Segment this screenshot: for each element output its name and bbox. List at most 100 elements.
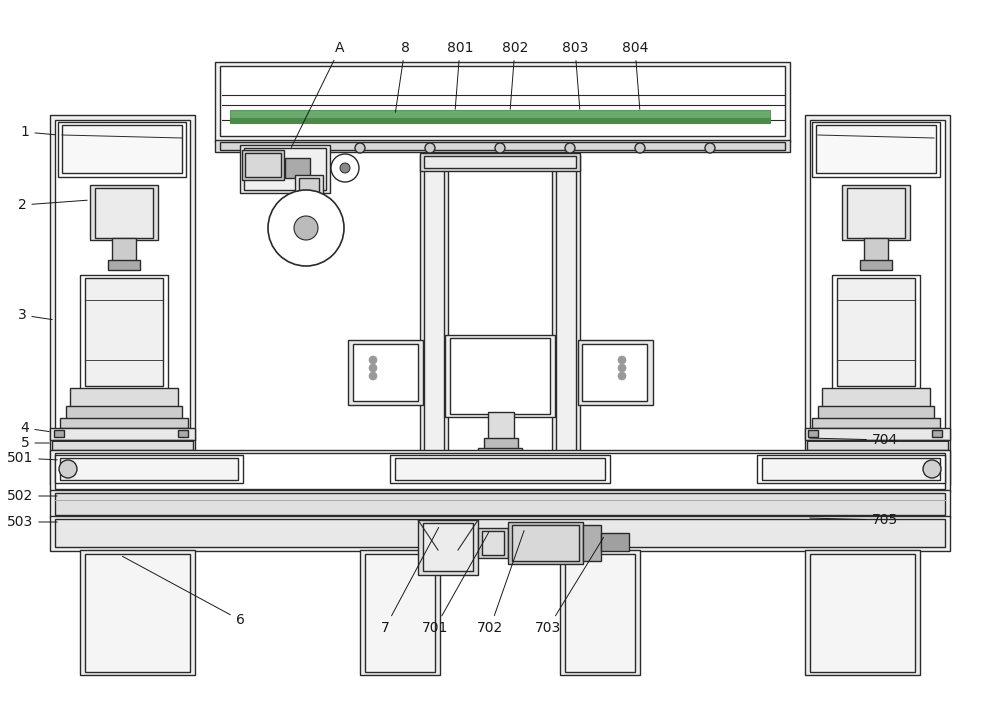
Text: 803: 803	[562, 41, 588, 109]
Bar	[85, 554, 190, 672]
Bar	[62, 125, 182, 173]
Bar	[810, 120, 945, 480]
Bar	[80, 275, 168, 390]
Bar	[66, 406, 182, 420]
Circle shape	[923, 460, 941, 478]
Circle shape	[618, 372, 626, 380]
Bar	[353, 344, 418, 401]
Bar	[55, 453, 945, 489]
Circle shape	[369, 372, 377, 380]
Bar	[762, 458, 940, 480]
Bar	[847, 188, 905, 238]
Bar	[420, 155, 448, 495]
Bar	[582, 344, 647, 401]
Bar	[450, 338, 550, 414]
Text: 705: 705	[810, 513, 898, 527]
Bar	[108, 260, 140, 270]
Bar	[423, 523, 473, 571]
Bar	[55, 519, 945, 547]
Text: 702: 702	[477, 531, 524, 635]
Bar	[285, 158, 310, 178]
Bar	[860, 260, 892, 270]
Bar	[808, 430, 818, 437]
Bar	[95, 188, 153, 238]
Bar	[482, 531, 504, 555]
Bar	[60, 418, 188, 428]
Circle shape	[495, 143, 505, 153]
Bar	[512, 525, 579, 561]
Bar	[805, 115, 950, 485]
Bar	[90, 185, 158, 240]
Bar	[810, 554, 915, 672]
Bar	[299, 178, 319, 194]
Bar	[816, 125, 936, 173]
Bar	[390, 455, 610, 483]
Text: 804: 804	[622, 41, 648, 109]
Bar	[215, 140, 790, 152]
Text: 701: 701	[422, 532, 489, 635]
Bar	[552, 155, 580, 495]
Bar	[348, 340, 423, 405]
Circle shape	[618, 356, 626, 364]
Bar	[50, 490, 950, 518]
Bar	[807, 440, 948, 450]
Bar	[424, 158, 444, 493]
Bar	[488, 412, 514, 440]
Circle shape	[294, 216, 318, 240]
Text: 5: 5	[21, 436, 49, 450]
Text: 2: 2	[18, 198, 87, 212]
Bar	[244, 148, 326, 190]
Bar	[932, 430, 942, 437]
Text: 7: 7	[381, 527, 439, 635]
Bar	[560, 550, 640, 675]
Bar	[230, 118, 770, 123]
Circle shape	[635, 143, 645, 153]
Bar	[55, 493, 945, 515]
Bar	[295, 175, 323, 197]
Text: 1: 1	[21, 125, 55, 139]
Bar	[50, 428, 195, 440]
Bar	[864, 238, 888, 263]
Bar	[565, 554, 635, 672]
Bar	[242, 150, 284, 180]
Bar	[484, 438, 518, 450]
Bar	[50, 115, 195, 485]
Text: 501: 501	[7, 451, 57, 465]
Bar	[420, 153, 580, 171]
Text: 704: 704	[810, 433, 898, 447]
Bar	[418, 520, 478, 575]
Text: 503: 503	[7, 515, 57, 529]
Bar	[757, 455, 945, 483]
Bar	[832, 275, 920, 390]
Bar	[230, 110, 770, 118]
Bar	[805, 550, 920, 675]
Circle shape	[618, 364, 626, 372]
Bar	[818, 406, 934, 420]
Text: 3: 3	[18, 308, 52, 322]
Bar	[556, 158, 576, 493]
Bar	[112, 238, 136, 263]
Text: A: A	[291, 41, 345, 147]
Circle shape	[340, 163, 350, 173]
Text: 8: 8	[395, 41, 409, 112]
Bar	[478, 528, 508, 558]
Bar	[478, 448, 522, 462]
Bar	[583, 525, 601, 561]
Bar	[58, 122, 186, 177]
Bar	[812, 418, 940, 428]
Bar	[245, 153, 281, 177]
Circle shape	[705, 143, 715, 153]
Bar	[837, 278, 915, 386]
Bar	[70, 388, 178, 408]
Text: 703: 703	[535, 537, 604, 635]
Bar	[52, 440, 193, 450]
Bar	[445, 335, 555, 417]
Bar	[812, 122, 940, 177]
Circle shape	[268, 190, 344, 266]
Bar	[240, 145, 330, 193]
Circle shape	[565, 143, 575, 153]
Text: 802: 802	[502, 41, 528, 109]
Bar	[395, 458, 605, 480]
Bar	[578, 340, 653, 405]
Text: 6: 6	[122, 556, 244, 627]
